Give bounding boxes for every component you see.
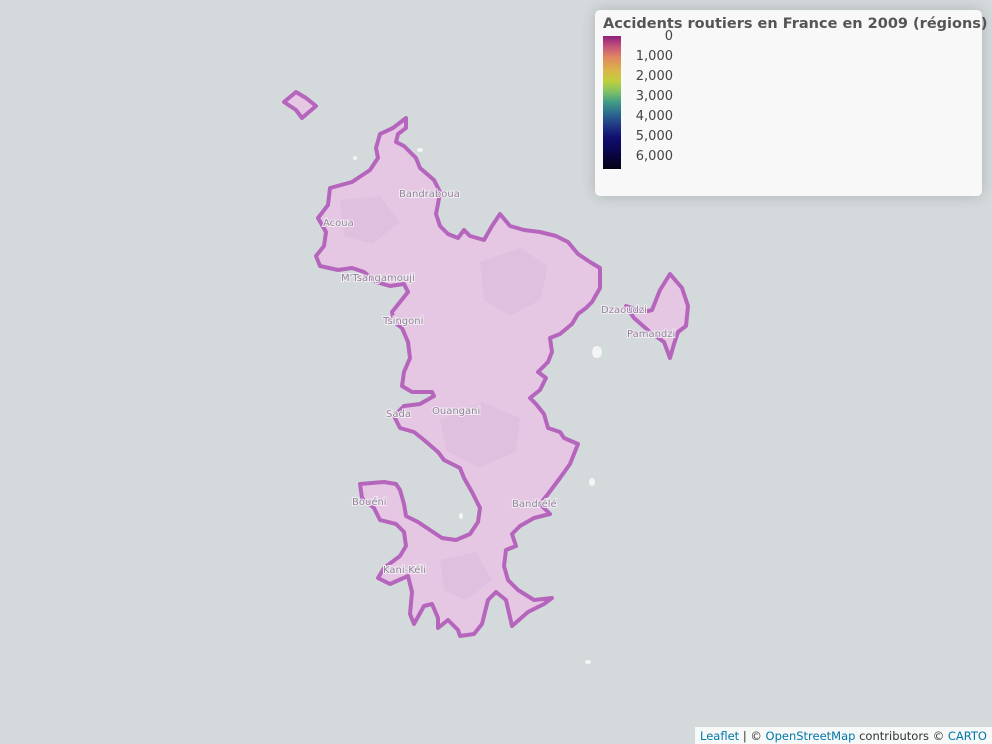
legend-tick: [621, 157, 625, 158]
place-label: Pamandzi: [627, 329, 675, 340]
region-northern-islet[interactable]: [282, 90, 318, 120]
place-label: Dzaoudzi: [601, 305, 647, 316]
legend-label: 1,000: [635, 49, 673, 64]
islet: [592, 346, 602, 358]
islet: [417, 148, 423, 152]
openstreetmap-link[interactable]: OpenStreetMap: [765, 729, 856, 743]
region-petite-terre[interactable]: [624, 272, 690, 360]
legend-tick: [621, 137, 625, 138]
place-labels: Bandraboua Acoua M'Tsangamouji Tsingoni …: [322, 188, 676, 577]
islet: [589, 478, 595, 486]
legend-tick: [621, 77, 625, 78]
place-label: Acoua: [323, 218, 354, 229]
legend-label: 2,000: [635, 69, 673, 84]
legend-tick: [621, 97, 625, 98]
leaflet-link[interactable]: Leaflet: [700, 729, 740, 743]
legend-label: 5,000: [635, 129, 673, 144]
place-label: Bandraboua: [399, 189, 460, 200]
place-label: Bandrélé: [512, 498, 557, 510]
attribution-contributors: contributors ©: [859, 729, 945, 743]
legend-tick: [621, 117, 625, 118]
legend-title: Accidents routiers en France en 2009 (ré…: [603, 16, 988, 32]
place-label: Kani-Kéli: [383, 564, 426, 576]
terrain-shading: [340, 196, 548, 600]
place-label: Bouéni: [352, 496, 387, 508]
legend-label: 6,000: [635, 149, 673, 164]
carto-link[interactable]: CARTO: [947, 729, 987, 743]
region-grande-terre[interactable]: [314, 116, 602, 638]
legend-label: 0: [664, 29, 673, 44]
legend-scale: 0 1,000 2,000 3,000 4,000 5,000 6,000: [603, 30, 974, 176]
place-label: M'Tsangamouji: [341, 273, 415, 284]
legend-label: 4,000: [635, 109, 673, 124]
islet: [353, 156, 357, 160]
islet: [585, 660, 591, 664]
place-label: Ouangani: [432, 406, 480, 417]
legend-color-bar: [603, 36, 621, 169]
legend: Accidents routiers en France en 2009 (ré…: [595, 10, 988, 196]
map-attribution: Leaflet | © OpenStreetMap contributors ©…: [695, 727, 992, 744]
legend-tick: [621, 57, 625, 58]
islet: [459, 513, 463, 519]
place-label: Tsingoni: [382, 316, 423, 327]
legend-tick: [621, 37, 625, 38]
legend-label: 3,000: [635, 89, 673, 104]
place-label: Sada: [386, 409, 411, 420]
attribution-separator: | ©: [742, 729, 762, 743]
